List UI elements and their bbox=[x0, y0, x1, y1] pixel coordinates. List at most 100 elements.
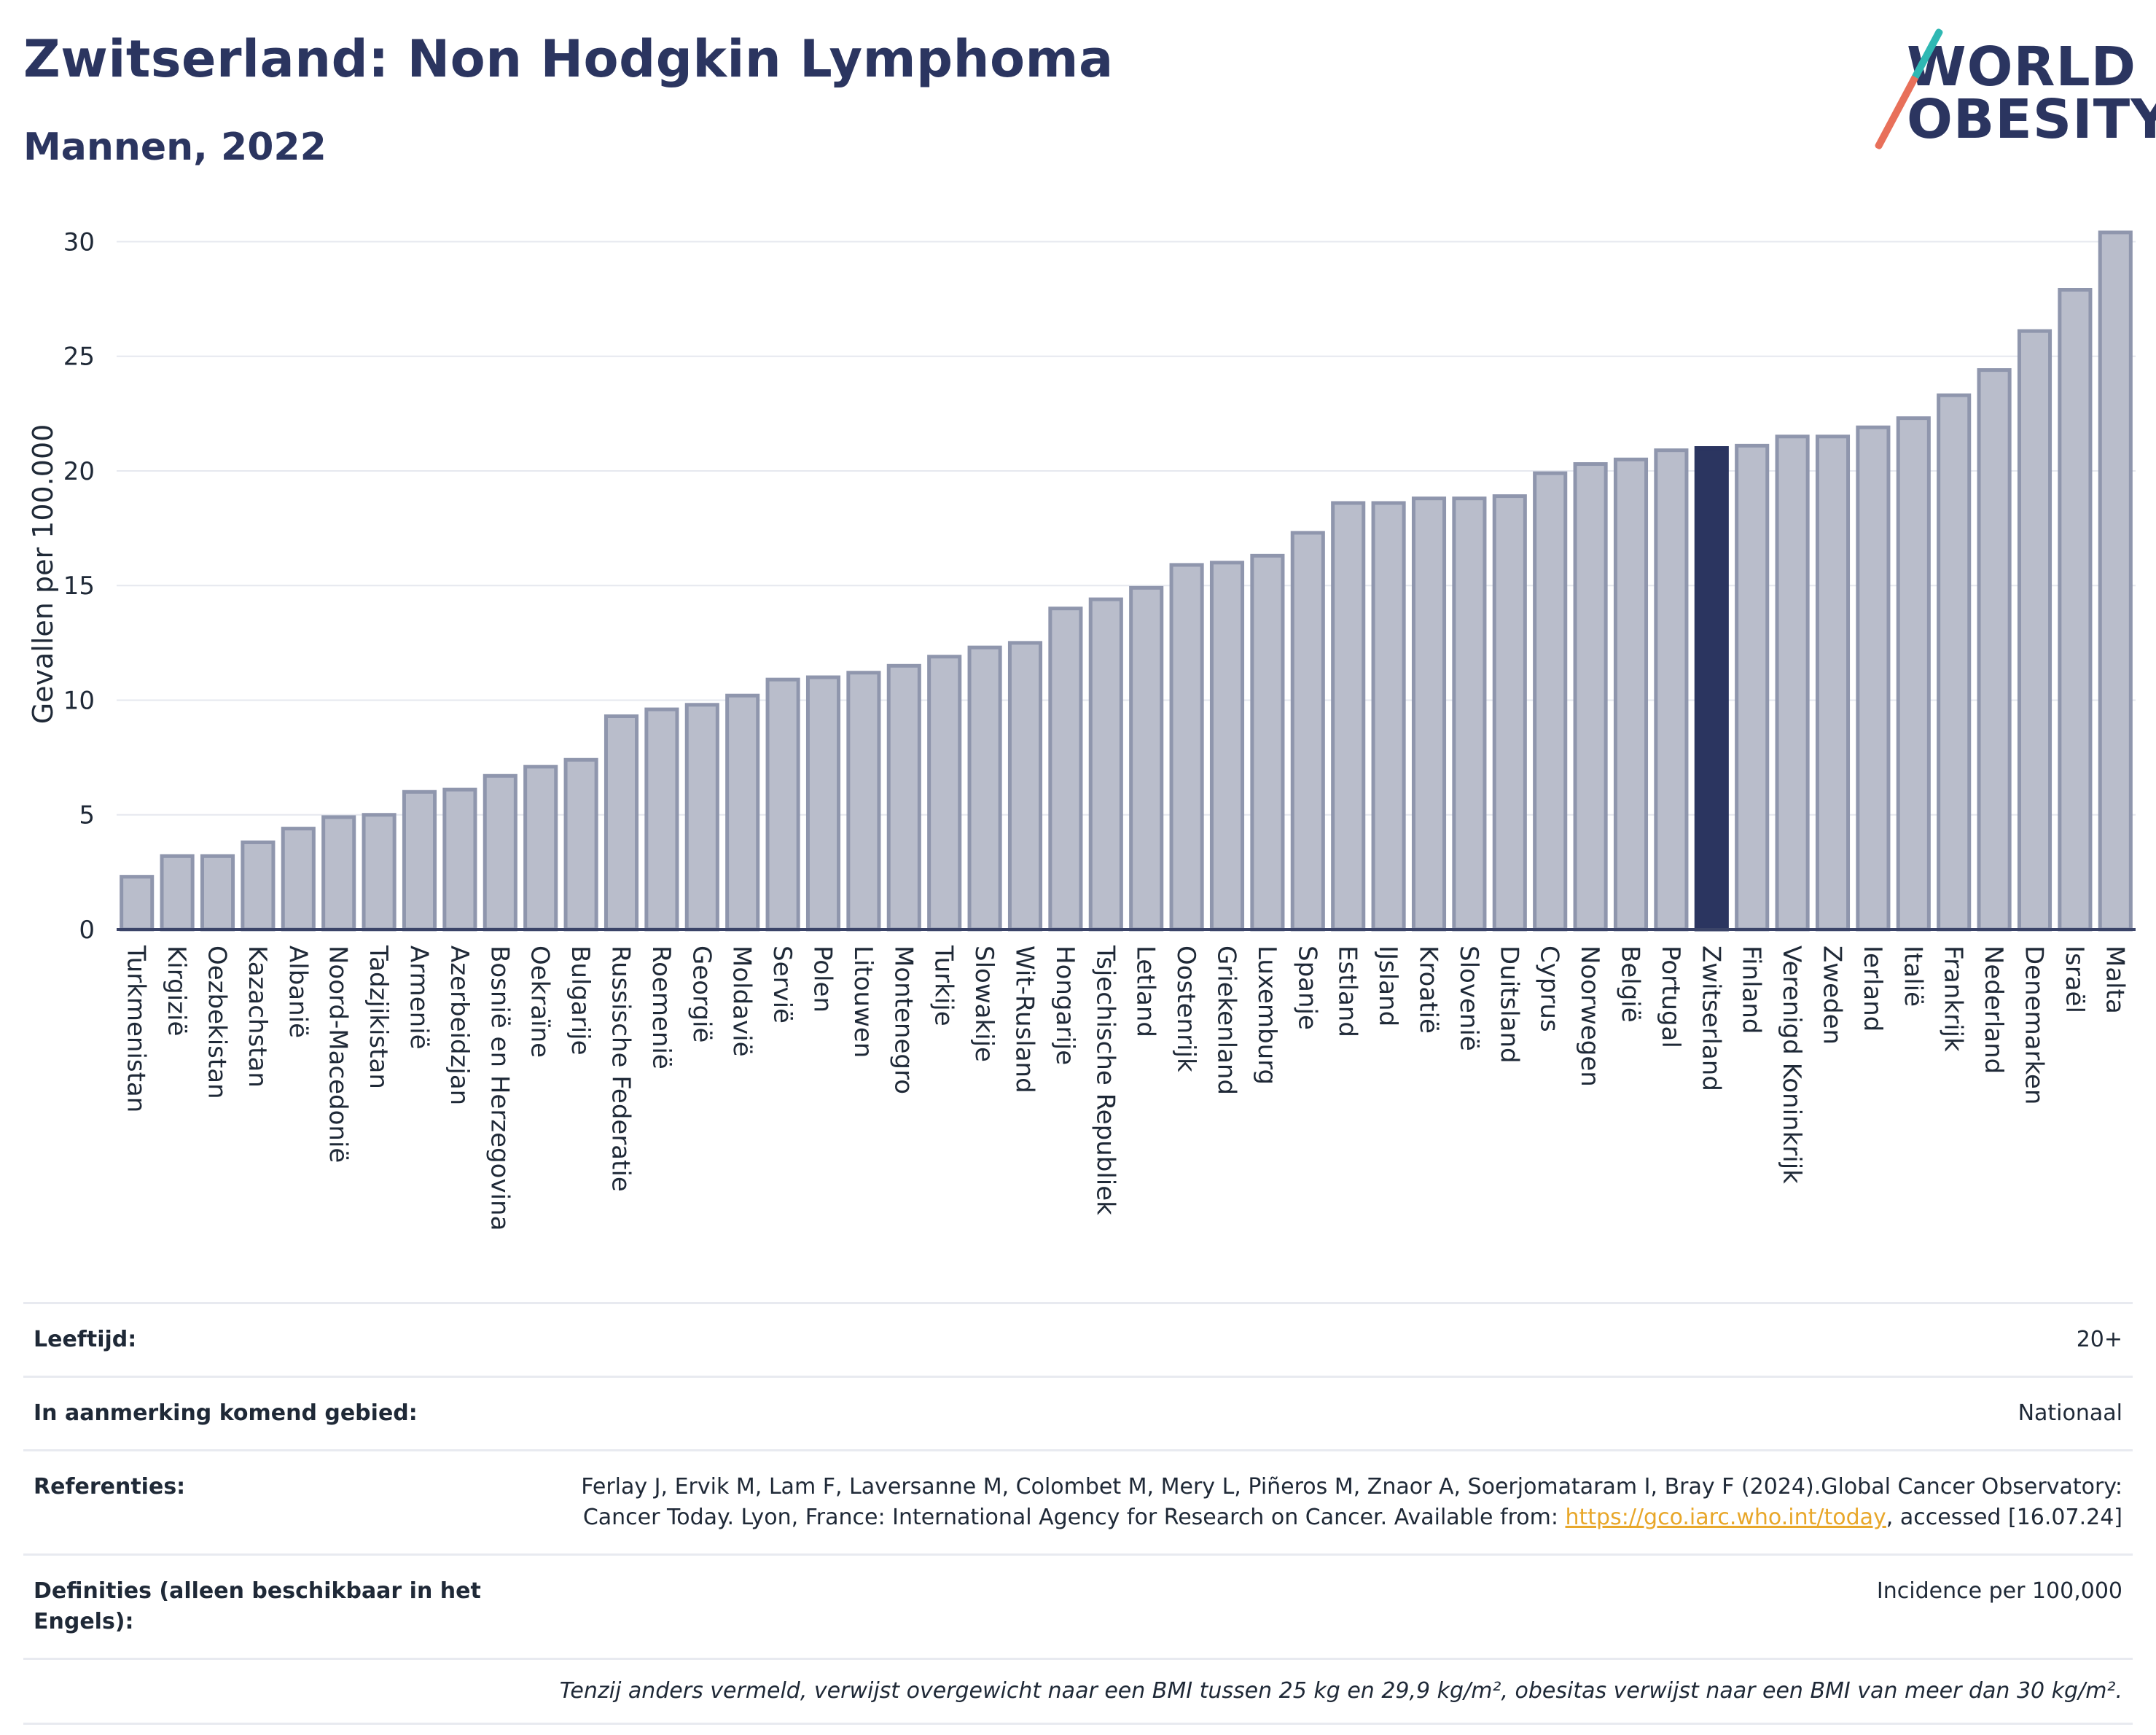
x-tick-label: Noorwegen bbox=[1575, 946, 1604, 1087]
bar bbox=[2098, 230, 2133, 932]
references-text-1: Ferlay J, Ervik M, Lam F, Laversanne M, … bbox=[581, 1474, 2122, 1530]
bar bbox=[1371, 501, 1406, 932]
x-tick-label: Litouwen bbox=[848, 946, 878, 1058]
bar bbox=[846, 671, 881, 932]
bar bbox=[1735, 443, 1770, 932]
bar bbox=[1815, 434, 1851, 932]
references-link[interactable]: https://gco.iarc.who.int/today bbox=[1565, 1505, 1886, 1530]
bar bbox=[1613, 457, 1649, 932]
bar bbox=[927, 655, 962, 932]
x-tick-label: Kroatië bbox=[1414, 946, 1443, 1034]
bar bbox=[1775, 434, 1810, 932]
x-tick-label: Zweden bbox=[1818, 946, 1847, 1045]
area-value: Nationaal bbox=[2018, 1400, 2122, 1426]
x-tick-label: Nederland bbox=[1979, 946, 2008, 1074]
world-obesity-logo[interactable]: WORLD OBESITY bbox=[1874, 20, 2156, 159]
x-tick-label: Albanië bbox=[283, 946, 312, 1038]
bar-highlight bbox=[1694, 446, 1729, 932]
bar bbox=[563, 757, 598, 932]
bar bbox=[1977, 368, 2012, 932]
bar bbox=[241, 840, 276, 932]
x-tick-label: Azerbeidzjan bbox=[445, 946, 474, 1105]
x-tick-label: Slovenië bbox=[1454, 946, 1483, 1051]
bar bbox=[1937, 393, 1972, 932]
x-tick-label: Georgië bbox=[687, 946, 716, 1042]
info-row-note: Tenzij anders vermeld, verwijst overgewi… bbox=[23, 1658, 2133, 1724]
logo-line-2: OBESITY bbox=[1907, 88, 2156, 151]
bar bbox=[2058, 288, 2093, 932]
x-tick-label: Wit-Rusland bbox=[1010, 946, 1039, 1093]
x-tick-label: Russische Federatie bbox=[606, 946, 636, 1192]
chart-title: Zwitserland: Non Hodgkin Lymphoma bbox=[23, 29, 1114, 89]
x-tick-label: Finland bbox=[1737, 946, 1766, 1034]
bar bbox=[1856, 425, 1891, 932]
x-tick-label: IJsland bbox=[1373, 946, 1402, 1026]
bar bbox=[1048, 607, 1083, 932]
bar bbox=[604, 714, 639, 932]
info-row-area: In aanmerking komend gebied: Nationaal bbox=[23, 1376, 2133, 1451]
references-value: Ferlay J, Ervik M, Lam F, Laversanne M, … bbox=[510, 1451, 2133, 1555]
bar bbox=[160, 854, 195, 932]
y-tick-label: 25 bbox=[63, 343, 95, 372]
bar bbox=[1007, 641, 1043, 932]
y-tick-label: 0 bbox=[79, 916, 95, 945]
x-tick-label: Noord-Macedonië bbox=[324, 946, 353, 1163]
bar bbox=[281, 827, 316, 932]
bar bbox=[1290, 531, 1325, 932]
x-tick-label: Hongarije bbox=[1050, 946, 1079, 1065]
x-tick-label: Oekraïne bbox=[526, 946, 555, 1058]
y-tick-label: 15 bbox=[63, 572, 95, 601]
bar bbox=[1411, 496, 1447, 932]
bar bbox=[523, 765, 558, 932]
references-text-2: , accessed [16.07.24] bbox=[1886, 1505, 2122, 1530]
bar bbox=[402, 789, 437, 932]
info-row-references: Referenties: Ferlay J, Ervik M, Lam F, L… bbox=[23, 1450, 2133, 1555]
x-tick-label: Polen bbox=[808, 946, 837, 1013]
references-label: Referenties: bbox=[34, 1474, 186, 1500]
x-tick-label: Tsjechische Republiek bbox=[1090, 945, 1120, 1215]
x-tick-label: Luxemburg bbox=[1252, 946, 1281, 1085]
x-tick-label: Kazachstan bbox=[243, 946, 272, 1088]
x-tick-label: Oezbekistan bbox=[203, 946, 232, 1099]
info-row-definitions: Definities (alleen beschikbaar in het En… bbox=[23, 1554, 2133, 1659]
bar bbox=[1492, 494, 1527, 932]
bar-chart: 0 5 10 15 20 25 30 Gevallen per 100.000 Turkmeni… bbox=[27, 227, 2136, 1231]
bar bbox=[1896, 416, 1931, 932]
bar bbox=[644, 707, 679, 932]
x-tick-label: Portugal bbox=[1656, 946, 1685, 1048]
bar bbox=[1533, 471, 1568, 932]
x-tick-label: Bosnië en Herzegovina bbox=[485, 946, 514, 1231]
x-tick-label: Bulgarije bbox=[566, 946, 595, 1056]
age-label: Leeftijd: bbox=[34, 1327, 137, 1352]
bar bbox=[725, 693, 760, 932]
chart-subtitle: Mannen, 2022 bbox=[23, 125, 327, 169]
info-table: Leeftijd: 20+ In aanmerking komend gebie… bbox=[23, 1302, 2133, 1725]
bar bbox=[483, 773, 517, 932]
x-tick-label: Ierland bbox=[1858, 946, 1887, 1032]
bar bbox=[1129, 585, 1164, 932]
bar bbox=[805, 675, 841, 932]
y-tick-label: 5 bbox=[79, 801, 95, 830]
x-tick-label: Denemarken bbox=[2020, 946, 2049, 1104]
x-tick-label: Slowakije bbox=[969, 946, 999, 1062]
x-tick-label: Spanje bbox=[1292, 946, 1321, 1030]
y-tick-label: 30 bbox=[63, 227, 95, 257]
x-tick-label: Turkmenistan bbox=[122, 945, 151, 1112]
x-tick-label: Kirgizië bbox=[162, 946, 191, 1036]
bar bbox=[2017, 329, 2053, 932]
bar bbox=[120, 875, 155, 932]
y-tick-label: 20 bbox=[63, 457, 95, 486]
x-tick-label: Oostenrijk bbox=[1171, 946, 1200, 1072]
definitions-value: Incidence per 100,000 bbox=[1876, 1578, 2122, 1604]
age-value: 20+ bbox=[2076, 1327, 2122, 1352]
x-tick-label: Israël bbox=[2060, 946, 2089, 1013]
y-axis-label: Gevallen per 100.000 bbox=[27, 424, 59, 725]
x-tick-label: Armenië bbox=[405, 946, 434, 1050]
bar bbox=[442, 787, 477, 932]
x-tick-label: Servië bbox=[768, 946, 797, 1024]
bar bbox=[200, 854, 235, 932]
x-tick-label: Estland bbox=[1333, 946, 1362, 1037]
bar bbox=[1088, 597, 1123, 932]
x-tick-label: Griekenland bbox=[1212, 946, 1241, 1095]
bar bbox=[1573, 462, 1608, 932]
